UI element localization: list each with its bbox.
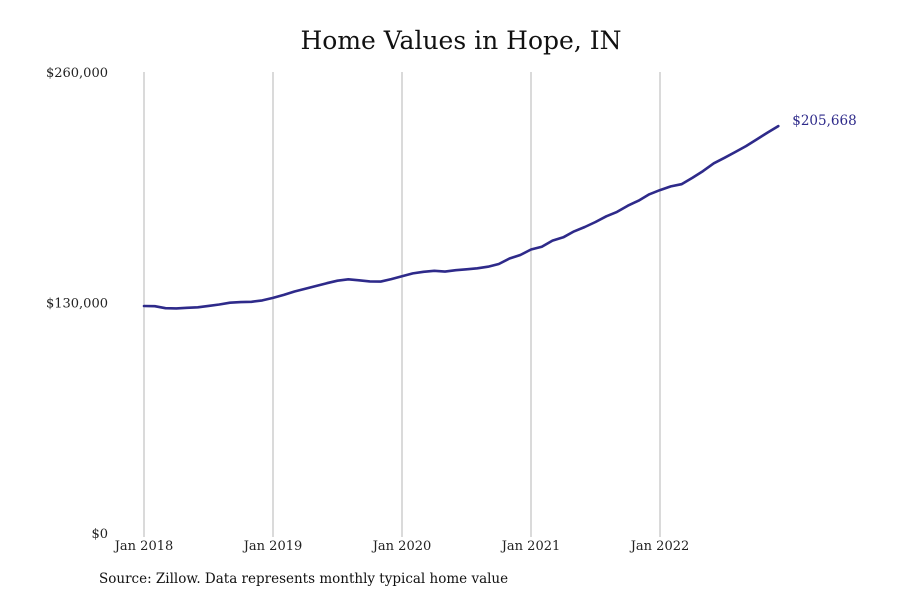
y-tick-label: $130,000: [46, 297, 108, 312]
series-line: [142, 124, 780, 310]
x-tick-label: Jan 2019: [242, 539, 303, 554]
x-tick-label: Jan 2020: [371, 539, 432, 554]
y-tick-label: $0: [91, 527, 108, 542]
x-tick-label: Jan 2018: [113, 539, 174, 554]
chart-title: Home Values in Hope, IN: [300, 26, 622, 55]
end-value-label: $205,668: [792, 113, 856, 129]
y-tick-label: $260,000: [46, 66, 108, 81]
x-tick-label: Jan 2021: [500, 539, 561, 554]
source-note: Source: Zillow. Data represents monthly …: [99, 571, 509, 587]
x-tick-label: Jan 2022: [629, 539, 690, 554]
